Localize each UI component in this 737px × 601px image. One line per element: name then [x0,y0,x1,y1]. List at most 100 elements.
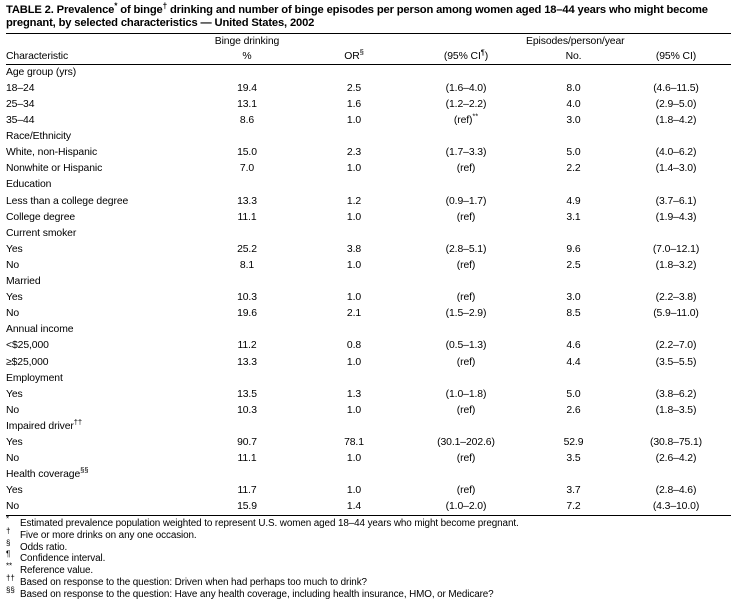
empty-cell [192,226,302,242]
prevalence-table-body: Age group (yrs) 18–24 19.4 2.5 (1.6–4.0) 8.0 (… [6,65,731,516]
cell-ci-episodes: (2.8–4.6) [655,485,697,497]
table-row: No 11.1 1.0 (ref) 3.5 (2.6–4.2) [6,451,731,467]
cell-odds-ratio: 2.1 [346,308,362,320]
empty-cell [526,177,621,193]
cell-ci-binge: (1.5–2.9) [445,308,487,320]
empty-cell [302,177,406,193]
footnote: §§ Based on response to the question: Hav… [6,586,731,601]
header-group-episodes-per-person-year: Episodes/person/year [526,35,625,47]
empty-cell [302,322,406,338]
header-spacer-2 [302,34,406,48]
empty-cell [302,129,406,145]
cell-percent: 8.6 [239,115,255,127]
table-group-row: Annual income [6,322,731,338]
cell-percent: 13.1 [237,99,257,110]
cell-number: 3.0 [566,292,581,304]
row-label: No [6,453,20,465]
empty-cell [526,274,621,290]
cell-odds-ratio: 1.0 [346,292,362,304]
footnotes-block: * Estimated prevalence population weighte… [6,514,731,601]
cell-ci-episodes: (1.8–3.2) [655,259,697,271]
footnote: * Estimated prevalence population weighte… [6,514,731,530]
cell-ci-binge: (1.6–4.0) [445,82,487,94]
table-group-row: Health coverage§§ [6,466,731,483]
title-prefix: TABLE 2. [6,4,54,16]
cell-number: 2.2 [566,163,581,175]
cell-ci-episodes: (30.8–75.1) [649,436,703,448]
cell-number: 4.4 [566,356,581,368]
cell-number: 4.9 [566,195,581,207]
cell-percent: 7.0 [239,163,255,175]
table-page: TABLE 2. Prevalence* of binge† drinking … [6,2,731,600]
footnote: ** Reference value. [6,563,731,577]
cell-number: 4.6 [566,340,581,352]
cell-number: 52.9 [563,436,584,448]
cell-number: 3.7 [566,485,581,497]
group-label: Employment [6,372,63,384]
table-row: Nonwhite or Hispanic 7.0 1.0 (ref) 2.2 (1.4–3… [6,161,731,177]
empty-cell [192,371,302,387]
cell-ci-episodes: (1.8–4.2) [655,115,697,127]
empty-cell [192,419,302,435]
table-row: 18–24 19.4 2.5 (1.6–4.0) 8.0 (4.6–11.5) [6,81,731,97]
cell-ci-binge: (ref) [456,485,476,497]
table-group-row: Race/Ethnicity [6,129,731,145]
cell-ci-binge: (1.7–3.3) [445,147,487,159]
row-label: No [6,259,20,271]
cell-odds-ratio: 3.8 [346,243,362,255]
empty-cell [192,274,302,290]
cell-odds-ratio: 1.0 [346,163,362,175]
cell-odds-ratio: 1.0 [346,259,362,271]
cell-number: 2.5 [566,259,581,271]
footnote-text: Estimated prevalence population weighted… [20,517,519,529]
cell-percent: 15.0 [237,147,257,159]
ci-footnote-marker: ¶ [480,47,485,57]
title-text-mid: of binge [117,4,163,16]
cell-ci-episodes: (1.9–4.3) [655,211,697,223]
column-header-characteristic: Characteristic [6,50,69,62]
footnote-marker: * [6,514,10,524]
empty-cell [526,129,621,145]
cell-percent: 15.9 [237,501,257,513]
empty-cell [406,322,526,338]
row-label: Yes [6,485,23,497]
table-row: 25–34 13.1 1.6 (1.2–2.2) 4.0 (2.9–5.0) [6,97,731,113]
table-row: 35–44 8.6 1.0 (ref)** 3.0 (1.8–4.2) [6,112,731,129]
table-top-rule [6,32,731,34]
cell-odds-ratio: 1.0 [346,453,362,465]
table-row: College degree 11.1 1.0 (ref) 3.1 (1.9–4.3) [6,210,731,226]
empty-cell [406,274,526,290]
table-row: No 10.3 1.0 (ref) 2.6 (1.8–3.5) [6,403,731,419]
empty-cell [192,322,302,338]
cell-number: 4.0 [566,99,581,110]
empty-cell [302,371,406,387]
empty-cell [526,226,621,242]
empty-cell [302,65,406,81]
empty-cell [406,371,526,387]
cell-percent: 11.1 [237,211,257,223]
cell-ci-episodes: (4.0–6.2) [655,147,697,159]
group-label: Race/Ethnicity [6,131,72,143]
cell-odds-ratio: 0.8 [346,340,362,352]
cell-number: 5.0 [566,147,581,159]
header-spacer-3 [406,34,526,48]
footnote-text: Based on response to the question: Drive… [20,577,367,589]
cell-odds-ratio: 1.0 [346,115,362,127]
table-row: No 15.9 1.4 (1.0–2.0) 7.2 (4.3–10.0) [6,499,731,515]
cell-number: 3.1 [566,211,581,223]
row-label: 35–44 [6,115,35,127]
cell-percent: 90.7 [237,436,257,448]
cell-ci-binge: (ref) [456,292,476,304]
header-spacer-4 [621,34,731,48]
cell-percent: 11.2 [237,340,257,352]
empty-cell [526,419,621,435]
cell-ci-episodes: (3.5–5.5) [655,356,697,368]
table-header: Binge drinking Episodes/person/year Char… [6,34,731,64]
column-header-odds-ratio-text: OR [344,50,360,62]
footnote-text: Odds ratio. [20,541,68,553]
empty-cell [302,419,406,435]
cell-number: 8.0 [566,82,581,94]
row-label: No [6,501,20,513]
cell-odds-ratio: 1.0 [346,485,362,497]
empty-cell [406,226,526,242]
